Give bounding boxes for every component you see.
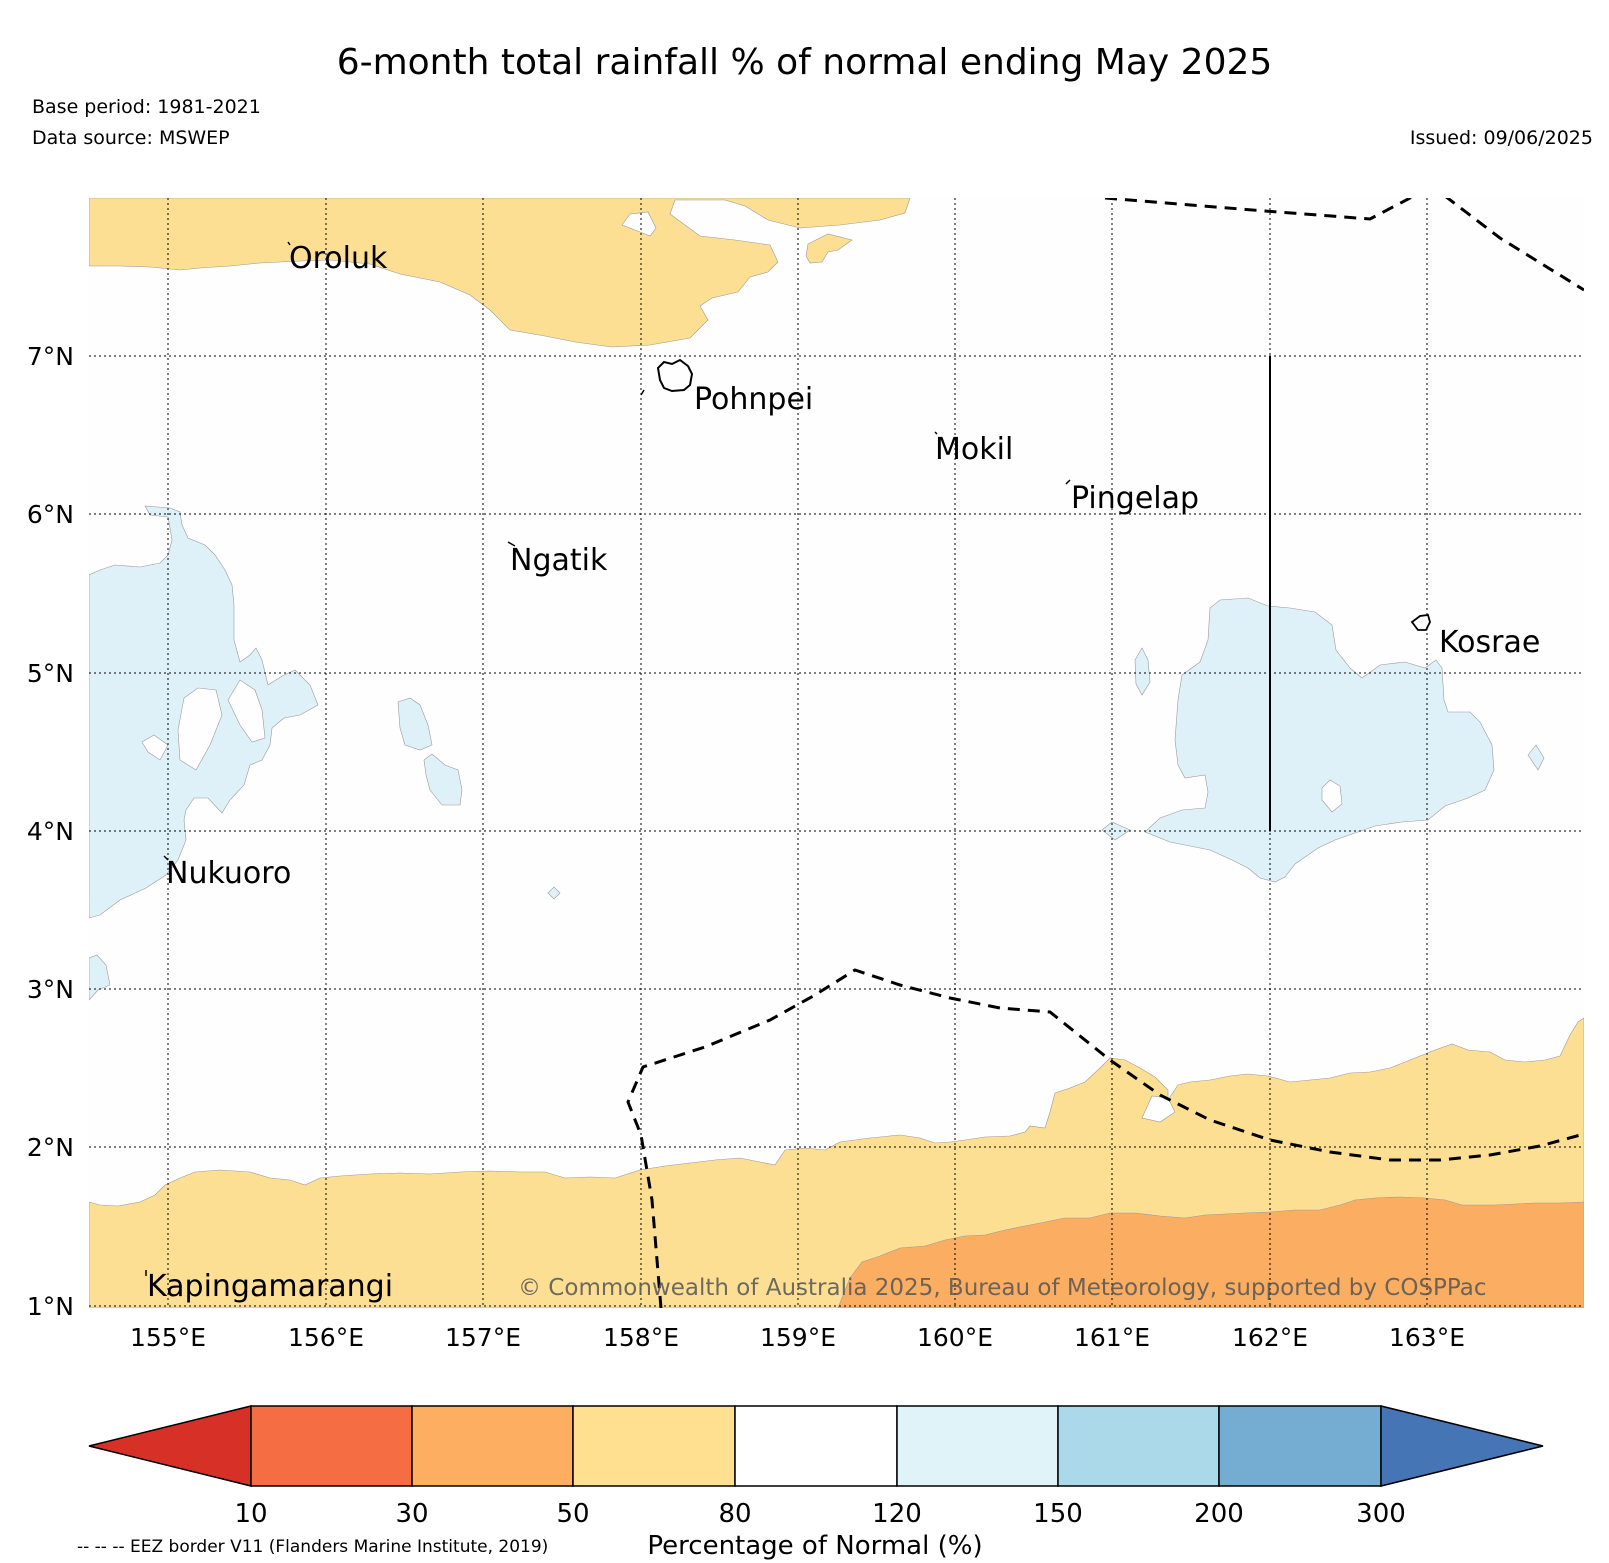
colorbar-tick: 300 <box>1356 1499 1406 1529</box>
colorbar-tick: 10 <box>234 1499 267 1529</box>
colorbar-label: Percentage of Normal (%) <box>647 1531 982 1561</box>
lat-label: 3°N <box>27 975 74 1004</box>
lat-label: 4°N <box>27 817 74 846</box>
gap-east-1 <box>1321 779 1343 813</box>
colorbar-120-150 <box>896 1405 1059 1487</box>
lat-label: 7°N <box>27 342 74 371</box>
lon-label: 156°E <box>288 1323 364 1352</box>
gap-west-3 <box>141 734 169 761</box>
lat-label: 6°N <box>27 500 74 529</box>
kosrae-island <box>1410 614 1431 631</box>
lat-label: 5°N <box>27 659 74 688</box>
colorbar-150-200 <box>1057 1405 1220 1487</box>
place-label-oroluk: Oroluk <box>289 241 388 276</box>
region-120-150-islet-6 <box>1527 744 1545 771</box>
place-label-kapingamarangi: Kapingamarangi <box>147 1269 393 1304</box>
lon-label: 157°E <box>445 1323 521 1352</box>
issued-date: Issued: 09/06/2025 <box>1409 127 1593 149</box>
gap-south-1 <box>1141 1095 1176 1123</box>
region-120-150-islet-2 <box>423 753 463 806</box>
gap-west-2 <box>227 679 266 743</box>
latitude-labels: 7°N 6°N 5°N 4°N 3°N 2°N 1°N <box>27 342 74 1321</box>
lon-label: 158°E <box>603 1323 679 1352</box>
colorbar-tick: 200 <box>1194 1499 1244 1529</box>
colorbar-50-80 <box>572 1405 736 1487</box>
colorbar-80-120 <box>734 1405 898 1487</box>
colorbar <box>88 1405 1544 1487</box>
pohnpei-island <box>656 358 694 393</box>
colorbar-10-30 <box>250 1405 413 1487</box>
eez-legend-note: -- -- -- EEZ border V11 (Flanders Marine… <box>77 1537 548 1557</box>
colorbar-above-300 <box>1380 1405 1544 1487</box>
gap-west-1 <box>177 687 223 771</box>
lon-label: 162°E <box>1232 1323 1308 1352</box>
region-120-150-islet-4 <box>1134 647 1151 696</box>
lon-label: 155°E <box>130 1323 206 1352</box>
colorbar-200-300 <box>1218 1405 1382 1487</box>
ngatik-atoll <box>507 541 516 547</box>
colorbar-tick: 80 <box>718 1499 751 1529</box>
lat-label: 2°N <box>27 1133 74 1162</box>
region-120-150-islet-1 <box>397 697 433 751</box>
colorbar-ticks: 10 30 50 80 120 150 200 300 <box>234 1499 1405 1529</box>
region-120-150-islet-3 <box>547 886 561 900</box>
place-label-pohnpei: Pohnpei <box>694 382 813 417</box>
region-30-50-south <box>837 1196 1584 1308</box>
eez-borders <box>626 198 1584 1308</box>
colorbar-30-50 <box>411 1405 574 1487</box>
map-title: 6-month total rainfall % of normal endin… <box>336 42 1273 83</box>
lon-label: 159°E <box>760 1323 836 1352</box>
colorbar-tick: 150 <box>1033 1499 1083 1529</box>
data-source: Data source: MSWEP <box>32 127 230 149</box>
place-label-kosrae: Kosrae <box>1439 625 1540 660</box>
graticule <box>89 198 1584 1308</box>
nukuoro-atoll <box>163 855 169 861</box>
oroluk-atoll <box>287 241 291 246</box>
copyright-notice: © Commonwealth of Australia 2025, Bureau… <box>518 1275 1487 1301</box>
mokil-atoll <box>934 431 938 435</box>
colorbar-tick: 30 <box>395 1499 428 1529</box>
colorbar-tick: 120 <box>872 1499 922 1529</box>
region-50-80-islet <box>805 233 853 264</box>
longitude-labels: 155°E 156°E 157°E 158°E 159°E 160°E 161°… <box>130 1323 1465 1352</box>
place-label-pingelap: Pingelap <box>1071 481 1199 516</box>
pohnpei-atoll <box>640 389 645 396</box>
lat-label: 1°N <box>27 1292 74 1321</box>
lon-label: 161°E <box>1074 1323 1150 1352</box>
lon-label: 160°E <box>917 1323 993 1352</box>
base-period: Base period: 1981-2021 <box>32 96 261 118</box>
lon-label: 163°E <box>1389 1323 1465 1352</box>
place-label-mokil: Mokil <box>935 432 1013 467</box>
colorbar-tick: 50 <box>556 1499 589 1529</box>
gap-north-1 <box>621 211 657 237</box>
colorbar-below-10 <box>88 1405 252 1487</box>
place-label-nukuoro: Nukuoro <box>166 856 291 891</box>
place-label-ngatik: Ngatik <box>510 543 608 578</box>
region-120-150-east <box>1144 597 1495 883</box>
region-50-80-north <box>89 198 911 348</box>
pingelap-atoll <box>1065 479 1071 485</box>
